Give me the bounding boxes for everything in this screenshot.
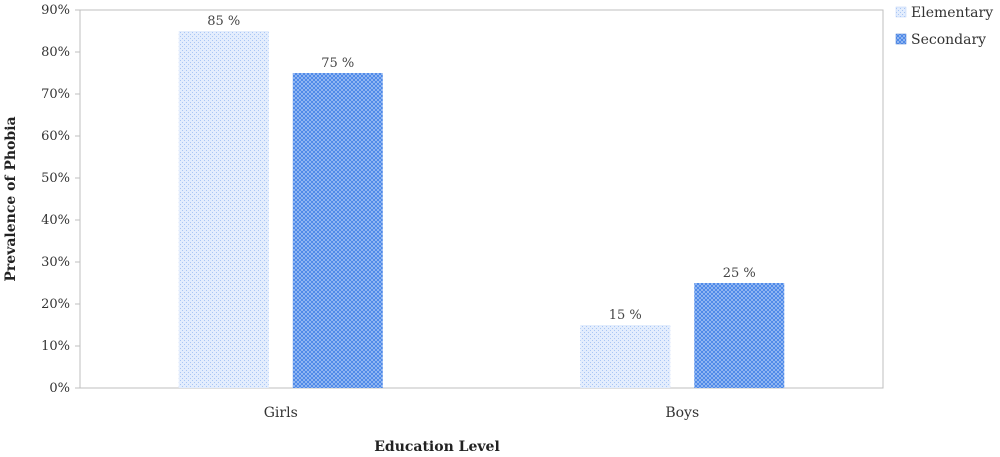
y-tick-label: 20% [41,297,70,312]
data-label-elementary-boys: 15 % [609,308,642,323]
legend-swatch-secondary [895,33,907,45]
legend-label-secondary: Secondary [911,32,986,48]
plot-frame [79,9,884,389]
y-tick-label: 90% [41,3,70,18]
y-tick-label: 60% [41,129,70,144]
x-axis-title: Education Level [374,439,500,455]
y-tick-label: 50% [41,171,70,186]
bar-secondary-girls [292,73,383,388]
y-tick-label: 40% [41,213,70,228]
bar-elementary-girls [178,31,269,388]
y-tick-label: 10% [41,339,70,354]
data-label-secondary-girls: 75 % [321,56,354,71]
y-tick-label: 30% [41,255,70,270]
legend: Elementary Secondary [895,5,993,48]
bar-secondary-boys [694,283,785,388]
x-category-label: Girls [264,405,298,421]
y-tick-label: 0% [49,381,70,396]
data-label-elementary-girls: 85 % [207,14,240,29]
y-tick-label: 80% [41,45,70,60]
bar-elementary-boys [580,325,671,388]
y-axis-title: Prevalence of Phobia [3,116,19,281]
legend-label-elementary: Elementary [911,5,993,21]
bars [178,31,785,388]
y-axis-ticks: 0% 10% 20% 30% 40% 50% 60% 70% 80% 90% [41,3,80,396]
y-tick-label: 70% [41,87,70,102]
x-category-label: Boys [665,405,699,421]
data-labels: 85 % 75 % 15 % 25 % [207,14,756,323]
data-label-secondary-boys: 25 % [723,266,756,281]
legend-swatch-elementary [895,6,907,18]
x-axis-categories: Girls Boys [264,405,699,421]
